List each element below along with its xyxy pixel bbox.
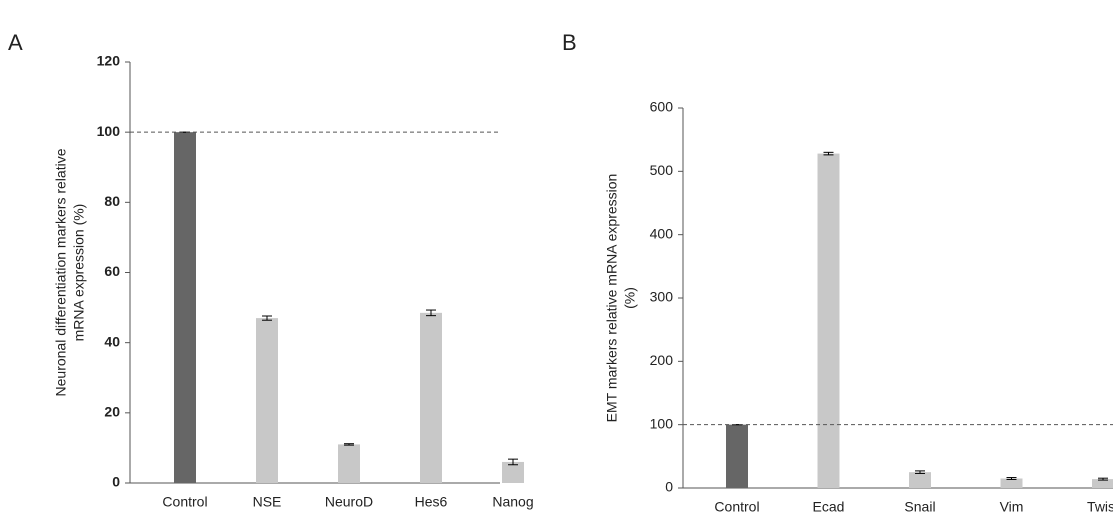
y-tick-label: 20 [104,404,120,420]
y-tick-label: 0 [112,474,120,490]
bar [338,444,360,483]
y-tick-label: 400 [650,225,674,241]
panel-label: B [562,30,577,55]
y-axis-title: Neuronal differentiation markers relativ… [53,148,69,396]
x-tick-label: Hes6 [415,494,448,510]
x-tick-label: Control [162,494,207,510]
bar [420,312,442,483]
x-tick-label: Control [714,499,759,515]
bar [1000,478,1023,488]
y-tick-label: 200 [650,352,674,368]
x-tick-label: Ecad [813,499,845,515]
x-tick-label: NeuroD [325,494,373,510]
panel-label: A [8,30,23,55]
x-tick-label: Twist [1087,499,1113,515]
x-tick-label: NSE [253,494,282,510]
y-tick-label: 100 [97,123,121,139]
bar [726,424,748,488]
bar [909,472,931,488]
y-tick-label: 600 [650,99,674,115]
y-tick-label: 120 [97,53,121,69]
y-tick-label: 500 [650,162,674,178]
y-tick-label: 100 [650,415,674,431]
y-tick-label: 40 [104,333,120,349]
x-tick-label: Snail [904,499,935,515]
bar [502,461,524,483]
y-axis-title: (%) [622,287,638,309]
bar [1092,479,1113,488]
y-axis-title: mRNA expression (%) [71,204,87,342]
bar [817,153,840,488]
y-tick-label: 60 [104,263,120,279]
x-tick-label: Vim [1000,499,1024,515]
bar [256,318,278,483]
x-tick-label: Nanog [492,494,533,510]
y-tick-label: 300 [650,289,674,305]
bar [174,132,196,483]
y-tick-label: 80 [104,193,120,209]
y-axis-title: EMT markers relative mRNA expression [604,174,620,423]
y-tick-label: 0 [665,479,673,495]
